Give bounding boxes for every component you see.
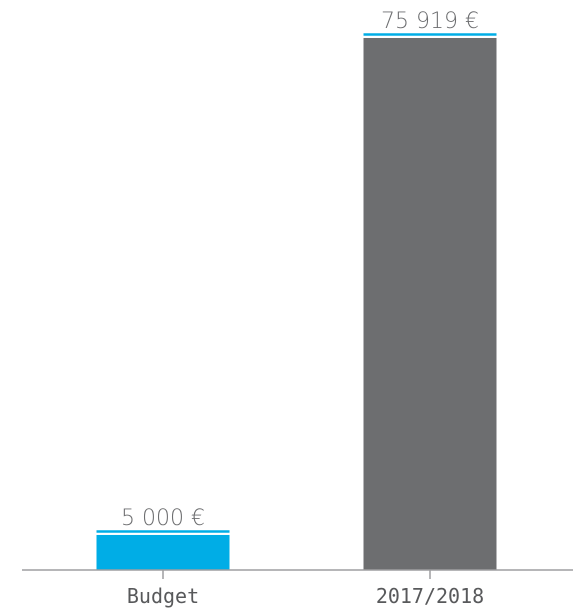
bars-group: [96, 33, 497, 570]
x-axis-ticks-group: Budget 2017/2018: [127, 570, 484, 608]
x-tick-label-2017-2018: 2017/2018: [376, 584, 484, 608]
bar-2017-2018: [363, 38, 497, 570]
x-tick-label-budget: Budget: [127, 584, 199, 608]
value-label-budget: 5 000 €: [121, 506, 205, 531]
value-label-2017-2018: 75 919 €: [381, 9, 479, 34]
value-labels-group: 5 000 € 75 919 €: [121, 9, 479, 531]
bar-budget: [96, 534, 230, 570]
